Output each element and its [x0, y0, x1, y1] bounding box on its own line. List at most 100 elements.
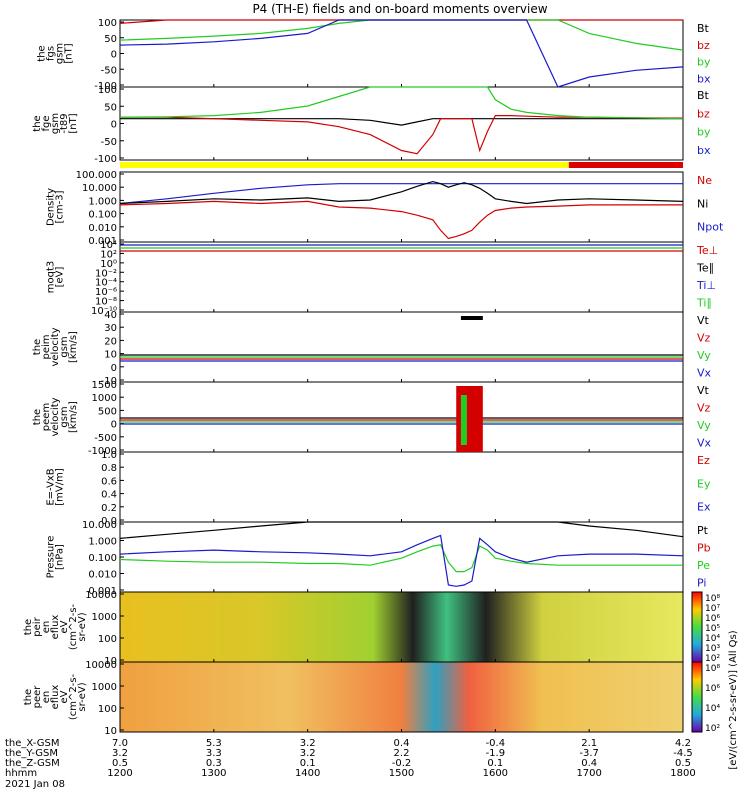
- x-tick-label: 1500: [389, 768, 414, 779]
- colorbar-tick-label: 10⁷: [705, 604, 720, 614]
- peir-colorbar: [691, 591, 703, 663]
- y-tick-label: 10: [104, 726, 117, 737]
- y-tick-label: -100: [94, 81, 117, 92]
- y-axis-label: [km/s]: [68, 331, 79, 363]
- colorbar-tick-label: 10⁶: [705, 614, 720, 624]
- y-tick-label: 0.2: [101, 503, 117, 514]
- y-tick-label: 1000: [92, 393, 117, 404]
- y-axis-label: (cm^2-s-: [68, 603, 79, 650]
- legend-Vx: Vx: [697, 437, 712, 450]
- quality-bar-good: [120, 162, 569, 168]
- legend-Bt: Bt: [697, 22, 710, 35]
- y-axis-label: peem: [41, 403, 52, 431]
- y-tick-label: -10: [101, 376, 117, 387]
- ephem-value: 0.3: [206, 758, 222, 769]
- y-axis-label: the: [23, 619, 34, 635]
- y-tick-label: 10000: [85, 660, 117, 671]
- y-tick-label: 0.6: [101, 476, 117, 487]
- legend-Bt: Bt: [697, 89, 710, 102]
- y-axis-label: eV: [59, 620, 70, 633]
- x-tick-label: 1800: [670, 768, 695, 779]
- y-axis-label: gsm: [59, 336, 70, 357]
- y-tick-label: 10.000: [82, 183, 117, 194]
- colorbar-tick-label: 10⁶: [705, 684, 720, 694]
- y-tick-label: 20: [104, 336, 117, 347]
- y-axis-label: peer: [32, 685, 43, 709]
- ephem-label-the_Z-GSM: the_Z-GSM: [5, 758, 60, 769]
- y-tick-label: -1000: [88, 446, 117, 457]
- legend-Npot: Npot: [697, 221, 724, 234]
- fge-series-fge_bz: [120, 114, 684, 155]
- legend-Ez: Ez: [697, 454, 710, 467]
- y-tick-label: 10⁻⁴: [95, 278, 117, 289]
- ephem-value: -0.2: [392, 758, 412, 769]
- y-axis-label: the: [32, 339, 43, 355]
- density-series-density_ne: [119, 200, 683, 240]
- x-tick-label: 1400: [295, 768, 320, 779]
- y-axis-label: [nPa]: [55, 544, 66, 570]
- legend-Vy: Vy: [697, 349, 711, 362]
- y-axis-label: the: [37, 45, 48, 61]
- peem-jet-vy: [460, 395, 467, 445]
- density-series-density_npot: [119, 183, 683, 205]
- ephem-label-the_Y-GSM: the_Y-GSM: [5, 748, 58, 759]
- y-tick-label: 100: [98, 85, 117, 96]
- ephem-value: 4.2: [675, 738, 691, 749]
- legend-Te∥: Te∥: [696, 262, 714, 275]
- y-tick-label: -100: [94, 154, 117, 165]
- x-tick-label: 1700: [576, 768, 601, 779]
- y-axis-label: Pressure: [46, 536, 57, 579]
- y-tick-label: 1000: [92, 682, 117, 693]
- pressure-series-pressure_pi: [119, 534, 684, 587]
- y-axis-label: the: [23, 689, 34, 705]
- ephem-value: 0.4: [394, 738, 410, 749]
- y-tick-label: 10: [104, 656, 117, 667]
- legend-Pi: Pi: [697, 577, 706, 590]
- ephem-value: 0.4: [581, 758, 597, 769]
- density-plot-area: [120, 172, 683, 242]
- peer-spectrogram: [120, 662, 683, 732]
- y-axis-label: [nT]: [64, 43, 75, 63]
- ephem-value: 3.2: [300, 738, 316, 749]
- date-label: 2021 Jan 08: [5, 779, 65, 790]
- y-tick-label: 0.010: [88, 223, 117, 234]
- ephem-value: -4.5: [673, 748, 693, 759]
- legend-Ti∥: Ti∥: [696, 297, 712, 310]
- y-tick-label: 10: [104, 350, 117, 361]
- y-axis-label: fge: [41, 115, 52, 131]
- y-axis-label: eflux: [50, 685, 61, 710]
- y-tick-label: 30: [104, 323, 117, 334]
- y-axis-label: fgs: [46, 46, 57, 61]
- y-axis-label: gsm: [50, 113, 61, 134]
- legend-by: by: [697, 56, 711, 69]
- fge-series-fge_by: [119, 86, 684, 120]
- legend-Te⊥: Te⊥: [696, 244, 718, 257]
- y-tick-label: 0.010: [88, 570, 117, 581]
- y-tick-label: 10⁻²: [95, 268, 117, 279]
- chart-title: P4 (TH-E) fields and on-board moments ov…: [252, 2, 547, 16]
- pressure-series-pressure_pe: [119, 544, 683, 573]
- y-tick-label: 10⁻¹⁰: [91, 306, 117, 317]
- legend-Ey: Ey: [697, 477, 711, 490]
- y-axis-label: the: [32, 115, 43, 131]
- y-axis-label: velocity: [50, 397, 61, 436]
- y-tick-label: 1000: [92, 612, 117, 623]
- y-tick-label: 0.4: [101, 490, 117, 501]
- y-tick-label: 0.001: [88, 236, 117, 247]
- peem-plot-area: [120, 382, 683, 452]
- y-tick-label: 500: [98, 406, 117, 417]
- y-axis-label: E=-VxB: [46, 468, 57, 505]
- legend-Ne: Ne: [697, 174, 712, 187]
- pressure-series-pressure_pt: [119, 521, 684, 539]
- y-tick-label: 1500: [92, 380, 117, 391]
- quality-bar: [120, 162, 683, 168]
- colorbar-tick-label: 10⁵: [705, 624, 720, 634]
- peir-spectrogram: [120, 592, 683, 662]
- ephem-value: 0.5: [112, 758, 128, 769]
- y-tick-label: 0.8: [101, 463, 117, 474]
- colorbar-tick-label: 10⁸: [705, 664, 720, 674]
- y-axis-label: sr-eV): [77, 612, 88, 641]
- colorbar-tick-label: 10²: [705, 654, 720, 664]
